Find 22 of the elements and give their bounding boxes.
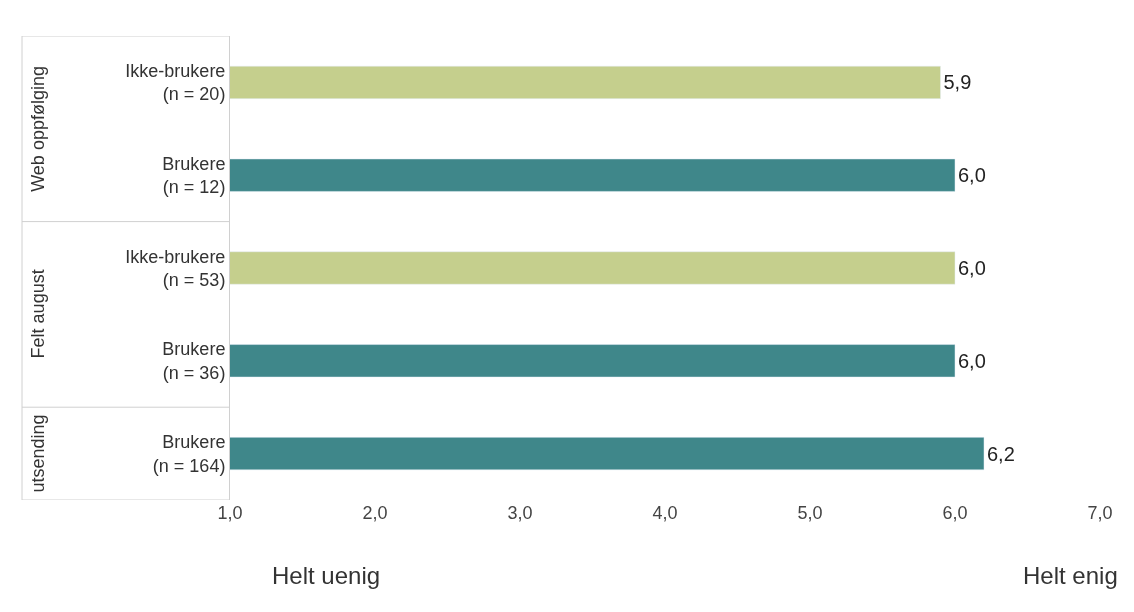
- data-label: 6,0: [958, 164, 986, 187]
- x-tick-label: 3,0: [507, 503, 533, 523]
- data-label: 6,0: [958, 349, 986, 372]
- y-tick-label: Brukere (n = 164): [152, 432, 226, 476]
- y-tick-label: Ikke-brukere (n = 20): [125, 61, 226, 105]
- data-label: 6,0: [958, 257, 986, 279]
- x-tick-label: 5,0: [797, 503, 823, 523]
- text: Helt enig: [1023, 562, 1118, 589]
- y-tick-label: Brukere (n = 36): [162, 339, 226, 383]
- x-tick-label: 7,0: [1087, 503, 1113, 523]
- data-label: 5,9: [943, 71, 972, 94]
- text: Helt uenig: [272, 562, 381, 589]
- data-label: 6,2: [987, 442, 1015, 465]
- y-tick-label: Ikke-brukere (n = 53): [125, 246, 226, 290]
- text: Web oppfølging: [28, 66, 49, 192]
- x-tick-label: 1,0: [217, 503, 243, 523]
- x-tick-label: 6,0: [942, 503, 968, 523]
- x-tick-label: 2,0: [362, 503, 388, 523]
- x-tick-label: 4,0: [652, 503, 678, 523]
- text: utsending: [28, 414, 49, 493]
- text: Felt august: [27, 269, 48, 359]
- y-tick-label: Brukere (n = 12): [162, 153, 226, 198]
